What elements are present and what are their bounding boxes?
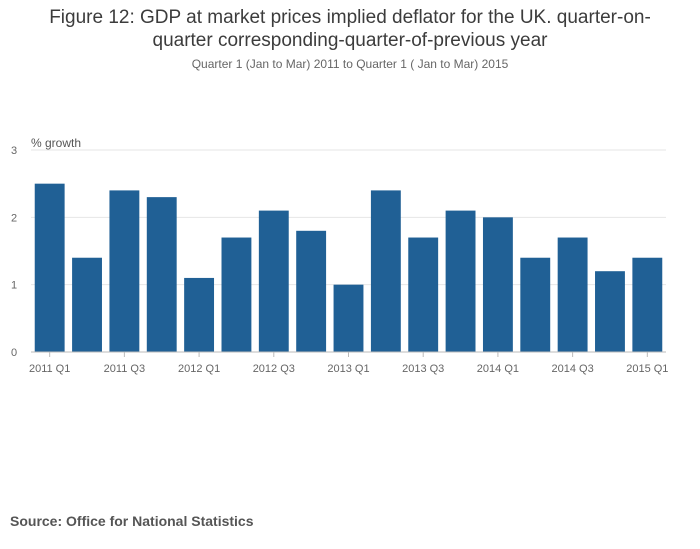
bar-2014-q4 [595,271,625,352]
bar-2011-q1 [34,183,65,352]
x-tick-label: 2014 Q1 [477,363,519,375]
bar-2012-q1 [184,277,215,352]
x-tick-label: 2012 Q1 [178,363,220,375]
bar-2013-q3 [408,237,439,352]
x-tick-label: 2012 Q3 [253,363,295,375]
bar-2015-q1 [632,257,663,352]
bars [34,183,663,352]
bar-2012-q4 [296,230,327,352]
bar-2014-q3 [557,237,588,352]
source-note: Source: Office for National Statistics [10,513,254,529]
bar-2013-q1 [333,284,364,352]
bar-2013-q2 [370,190,401,352]
x-tick-label: 2014 Q3 [552,363,594,375]
x-tick-label: 2011 Q1 [29,363,70,375]
bar-2012-q3 [258,210,289,352]
axes: 0 1 2 3 2011 Q1 2011 Q3 2012 Q1 2012 Q3 2013 Q1 2… [11,145,668,375]
y-tick-label: 3 [11,145,17,157]
bar-2014-q1 [482,217,513,352]
bar-2011-q2 [72,257,102,352]
bar-2013-q4 [445,210,476,352]
y-tick-label: 0 [11,347,17,359]
chart-subtitle: Quarter 1 (Jan to Mar) 2011 to Quarter 1… [191,57,509,71]
bar-2011-q3 [109,190,140,352]
x-tick-label: 2015 Q1 [626,363,668,375]
bar-2011-q4 [146,197,177,352]
x-tick-label: 2013 Q1 [327,363,369,375]
y-tick-label: 1 [11,280,17,292]
y-tick-label: 2 [11,212,17,224]
x-tick-label: 2013 Q3 [402,363,444,375]
bar-2014-q2 [520,257,551,352]
x-tick-label: 2011 Q3 [104,363,145,375]
y-axis-label: % growth [31,136,81,150]
bar-2012-q2 [221,237,252,352]
chart-title: Figure 12: GDP at market prices implied … [49,7,651,51]
